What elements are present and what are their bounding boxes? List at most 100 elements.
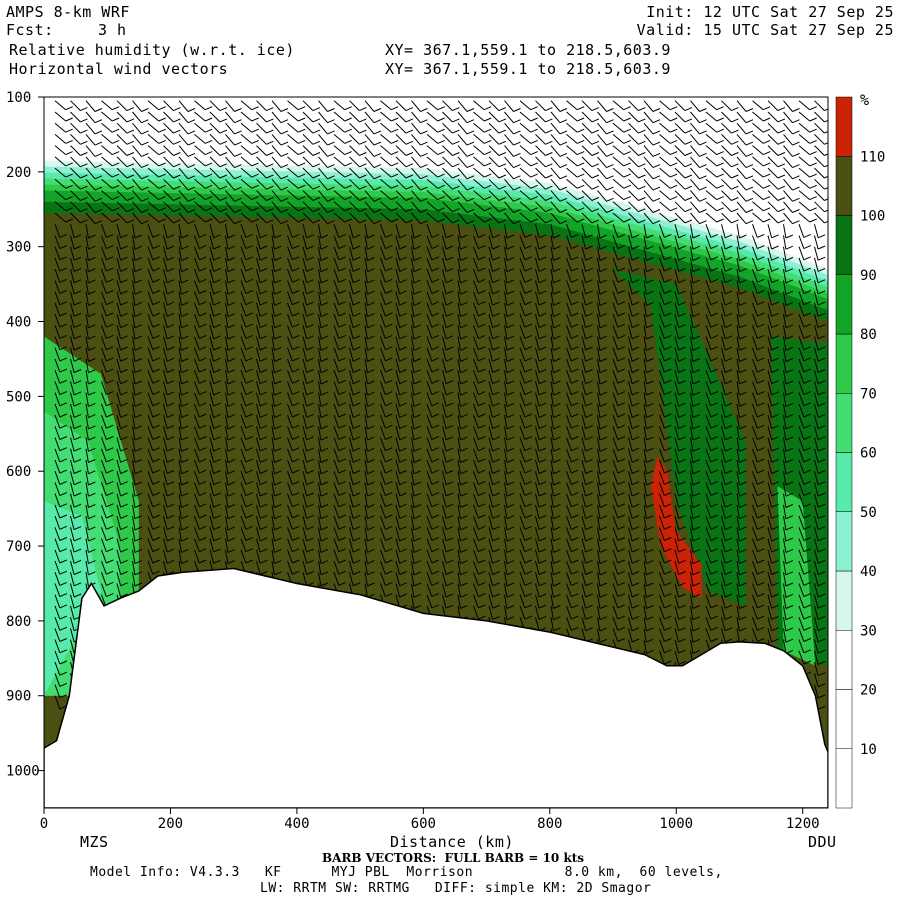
- wind-barb-staff: [364, 370, 368, 385]
- wind-barb-flag: [106, 357, 114, 362]
- wind-barb-staff: [395, 426, 401, 440]
- wind-barb-staff: [721, 145, 732, 156]
- wind-barb-staff: [488, 527, 494, 542]
- wind-barb-flag: [484, 173, 492, 178]
- wind-barb-staff: [457, 459, 461, 474]
- wind-barb-staff: [380, 370, 386, 384]
- wind-barb-flag: [710, 323, 718, 328]
- wind-barb-flag: [234, 130, 242, 135]
- wind-barb-flag: [259, 548, 268, 553]
- wind-barb-flag: [460, 268, 468, 273]
- wind-barb-staff: [736, 572, 740, 587]
- wind-barb-staff: [566, 459, 572, 474]
- wind-barb-staff: [318, 325, 322, 340]
- wind-barb-flag: [513, 220, 521, 225]
- wind-barb-flag: [213, 458, 221, 463]
- wind-barb-flag: [152, 570, 160, 575]
- wind-barb-staff: [504, 549, 508, 564]
- wind-barb-flag: [88, 548, 96, 553]
- wind-barb-staff: [473, 201, 485, 212]
- wind-barb-flag: [646, 504, 654, 508]
- wind-barb-staff: [550, 504, 554, 519]
- wind-barb-flag: [166, 234, 175, 239]
- wind-barb-staff: [333, 336, 340, 350]
- wind-barb-staff: [271, 235, 275, 250]
- wind-barb-flag: [199, 559, 207, 564]
- wind-barb-flag: [259, 357, 268, 362]
- wind-barb-flag: [692, 593, 701, 598]
- wind-barb-staff: [132, 246, 136, 261]
- wind-barb-staff: [54, 695, 61, 710]
- wind-barb-staff: [457, 437, 461, 452]
- wind-barb-staff: [380, 100, 392, 111]
- wind-barb-staff: [457, 178, 468, 191]
- wind-barb-staff: [504, 280, 508, 295]
- wind-barb-staff: [643, 325, 647, 340]
- wind-barb-staff: [488, 605, 494, 620]
- wind-barb-staff: [705, 482, 712, 496]
- wind-barb-flag: [126, 163, 135, 168]
- wind-barb-staff: [504, 415, 508, 429]
- wind-barb-staff: [101, 280, 107, 294]
- wind-barb-staff: [395, 358, 401, 373]
- wind-barb-staff: [752, 122, 764, 133]
- wind-barb-flag: [106, 233, 114, 238]
- wind-barb-staff: [256, 347, 261, 362]
- wind-barb-flag: [431, 323, 439, 328]
- wind-barb-flag: [599, 324, 608, 329]
- wind-barb-flag: [338, 233, 346, 238]
- wind-barb-flag: [320, 391, 329, 396]
- wind-barb-staff: [287, 414, 293, 429]
- wind-barb-staff: [736, 302, 740, 317]
- wind-barb-staff: [318, 167, 328, 180]
- wind-barb-flag: [646, 290, 654, 295]
- wind-barb-staff: [271, 291, 275, 306]
- wind-barb-flag: [306, 470, 314, 474]
- wind-barb-flag: [352, 447, 361, 452]
- wind-barb-flag: [710, 233, 718, 238]
- wind-barb-flag: [219, 219, 228, 224]
- wind-barb-staff: [271, 201, 282, 213]
- wind-barb-staff: [70, 358, 75, 373]
- wind-barb-staff: [116, 527, 122, 542]
- wind-barb-staff: [566, 493, 572, 507]
- wind-barb-staff: [349, 280, 354, 295]
- wind-barb-staff: [674, 122, 686, 134]
- wind-barb-staff: [85, 482, 89, 497]
- wind-barb-flag: [73, 245, 82, 250]
- wind-barb-flag: [506, 504, 515, 508]
- wind-barb-flag: [559, 220, 568, 225]
- wind-barb-flag: [460, 447, 468, 452]
- wind-barb-flag: [259, 413, 268, 418]
- wind-barb-staff: [442, 560, 447, 575]
- wind-barb-staff: [457, 291, 461, 306]
- wind-barb-flag: [445, 481, 454, 486]
- wind-barb-staff: [240, 111, 253, 122]
- wind-barb-staff: [736, 504, 740, 519]
- wind-barb-staff: [752, 426, 758, 440]
- wind-barb-staff: [178, 325, 182, 340]
- wind-barb-staff: [643, 347, 647, 362]
- wind-barb-flag: [710, 290, 718, 294]
- wind-barb-staff: [488, 583, 494, 598]
- wind-barb-flag: [513, 175, 521, 180]
- wind-barb-flag: [367, 268, 375, 273]
- wind-barb-staff: [101, 212, 113, 223]
- wind-barb-staff: [473, 448, 479, 463]
- wind-barb-staff: [209, 538, 215, 553]
- wind-barb-staff: [426, 111, 439, 122]
- wind-barb-staff: [101, 381, 107, 395]
- wind-barb-staff: [550, 224, 554, 239]
- wind-barb-staff: [736, 212, 747, 225]
- wind-barb-staff: [256, 224, 261, 238]
- wind-barb-flag: [219, 163, 228, 168]
- wind-barb-staff: [54, 358, 61, 373]
- wind-barb-flag: [227, 537, 236, 542]
- wind-barb-flag: [571, 402, 579, 407]
- wind-barb-staff: [519, 583, 526, 597]
- wind-barb-staff: [395, 268, 401, 283]
- wind-barb-flag: [506, 268, 515, 273]
- wind-barb-flag: [320, 447, 329, 452]
- wind-barb-flag: [716, 106, 724, 111]
- wind-barb-staff: [70, 515, 75, 530]
